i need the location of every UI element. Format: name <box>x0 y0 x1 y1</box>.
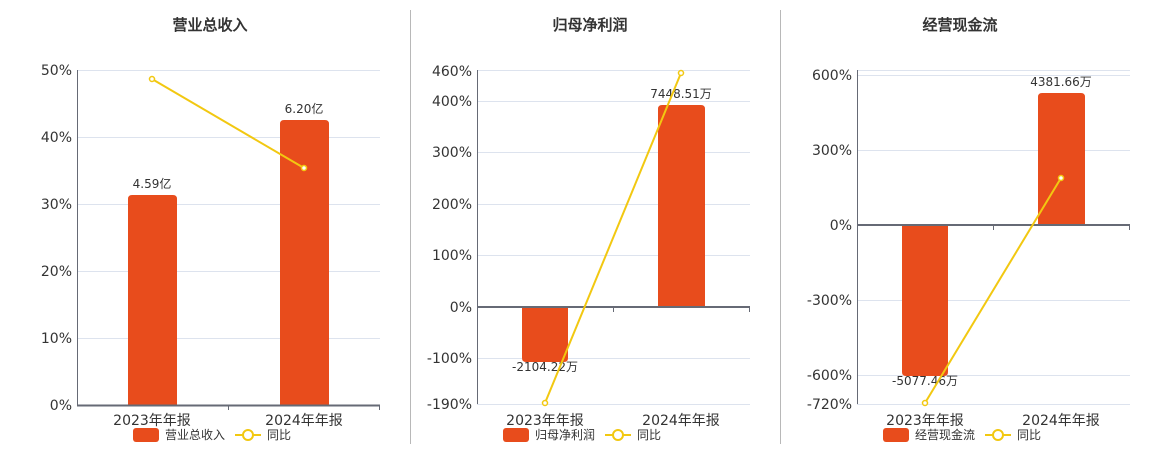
legend-bar-label[interactable]: 营业总收入 <box>165 428 226 442</box>
chart-plot: 50% 40% 30% 20% 10% 0% 4.59亿 6.20亿 2023年… <box>41 63 380 429</box>
bar-2023[interactable] <box>522 307 568 362</box>
y-tick: -600% <box>807 368 852 384</box>
bar-value-label: -5077.46万 <box>892 374 958 388</box>
chart-plot: 460% 400% 300% 200% 100% 0% -100% -190% … <box>427 64 750 429</box>
line-legend-marker-icon[interactable] <box>605 428 632 442</box>
x-tick: 2023年年报 <box>886 413 964 429</box>
yoy-point[interactable] <box>677 69 685 77</box>
legend-bar-label[interactable]: 经营现金流 <box>915 428 976 442</box>
chart-title: 归母净利润 <box>552 16 628 34</box>
chart-title: 经营现金流 <box>922 16 998 34</box>
y-tick: 0% <box>450 300 472 316</box>
bar-legend-swatch-icon[interactable] <box>883 427 909 442</box>
y-tick: 200% <box>432 197 472 213</box>
y-tick: 0% <box>50 398 72 414</box>
legend-line-label[interactable]: 同比 <box>637 428 662 442</box>
bar-value-label: 4381.66万 <box>1030 75 1092 89</box>
chart-plot: 600% 300% 0% -300% -600% -720% -5077.46万… <box>807 68 1130 429</box>
y-tick: 600% <box>812 68 852 84</box>
line-legend-marker-icon[interactable] <box>985 428 1012 442</box>
bar-value-label: 4.59亿 <box>133 176 172 191</box>
y-tick: 40% <box>41 130 72 146</box>
chart-legend: 营业总收入 同比 <box>133 426 291 443</box>
bar-2023[interactable] <box>902 225 948 376</box>
bar-value-label: 6.20亿 <box>285 101 324 116</box>
y-tick: -720% <box>807 397 852 413</box>
chart-legend: 归母净利润 同比 <box>503 426 661 443</box>
yoy-point[interactable] <box>541 399 549 407</box>
bar-value-label: 7448.51万 <box>650 87 712 101</box>
y-tick: 50% <box>41 63 72 79</box>
panel-divider <box>410 10 411 444</box>
bar-2024[interactable] <box>658 105 705 307</box>
line-legend-marker-icon[interactable] <box>235 428 262 442</box>
y-tick: 300% <box>432 145 472 161</box>
y-tick: -100% <box>427 351 472 367</box>
y-tick: 300% <box>812 143 852 159</box>
chart-panel-revenue: 营业总收入 50% 40% 30% 20% 10% 0% 4.59亿 <box>0 0 410 450</box>
y-tick: 30% <box>41 197 72 213</box>
y-tick: 460% <box>432 64 472 80</box>
legend-bar-label[interactable]: 归母净利润 <box>535 428 596 442</box>
y-tick: 20% <box>41 264 72 280</box>
y-tick: 100% <box>432 248 472 264</box>
x-tick: 2024年年报 <box>265 413 343 429</box>
bar-2024[interactable] <box>1038 93 1085 225</box>
bar-legend-swatch-icon[interactable] <box>503 427 529 442</box>
chart-title: 营业总收入 <box>172 16 248 34</box>
x-tick: 2023年年报 <box>113 413 191 429</box>
x-tick: 2024年年报 <box>642 413 720 429</box>
chart-panel-net-profit: 归母净利润 460% 400% 300% 200% 100% 0% -100% … <box>410 0 780 450</box>
bar-2023[interactable] <box>128 195 177 405</box>
panel-divider <box>780 10 781 444</box>
y-tick: 10% <box>41 331 72 347</box>
y-tick: 400% <box>432 94 472 110</box>
y-tick: -190% <box>427 397 472 413</box>
chart-panel-operating-cash-flow: 经营现金流 600% 300% 0% -300% -600% -720% -50… <box>780 0 1160 450</box>
legend-line-label[interactable]: 同比 <box>1017 428 1042 442</box>
y-tick: 0% <box>830 218 852 234</box>
yoy-point[interactable] <box>148 75 156 83</box>
bar-2024[interactable] <box>280 120 329 405</box>
x-tick: 2024年年报 <box>1022 413 1100 429</box>
y-tick: -300% <box>807 293 852 309</box>
bar-legend-swatch-icon[interactable] <box>133 427 159 442</box>
chart-legend: 经营现金流 同比 <box>883 426 1041 443</box>
x-tick: 2023年年报 <box>506 413 584 429</box>
yoy-point[interactable] <box>300 164 308 172</box>
bar-value-label: -2104.22万 <box>512 360 578 374</box>
yoy-point[interactable] <box>921 399 929 407</box>
yoy-point[interactable] <box>1057 174 1065 182</box>
legend-line-label[interactable]: 同比 <box>267 428 292 442</box>
